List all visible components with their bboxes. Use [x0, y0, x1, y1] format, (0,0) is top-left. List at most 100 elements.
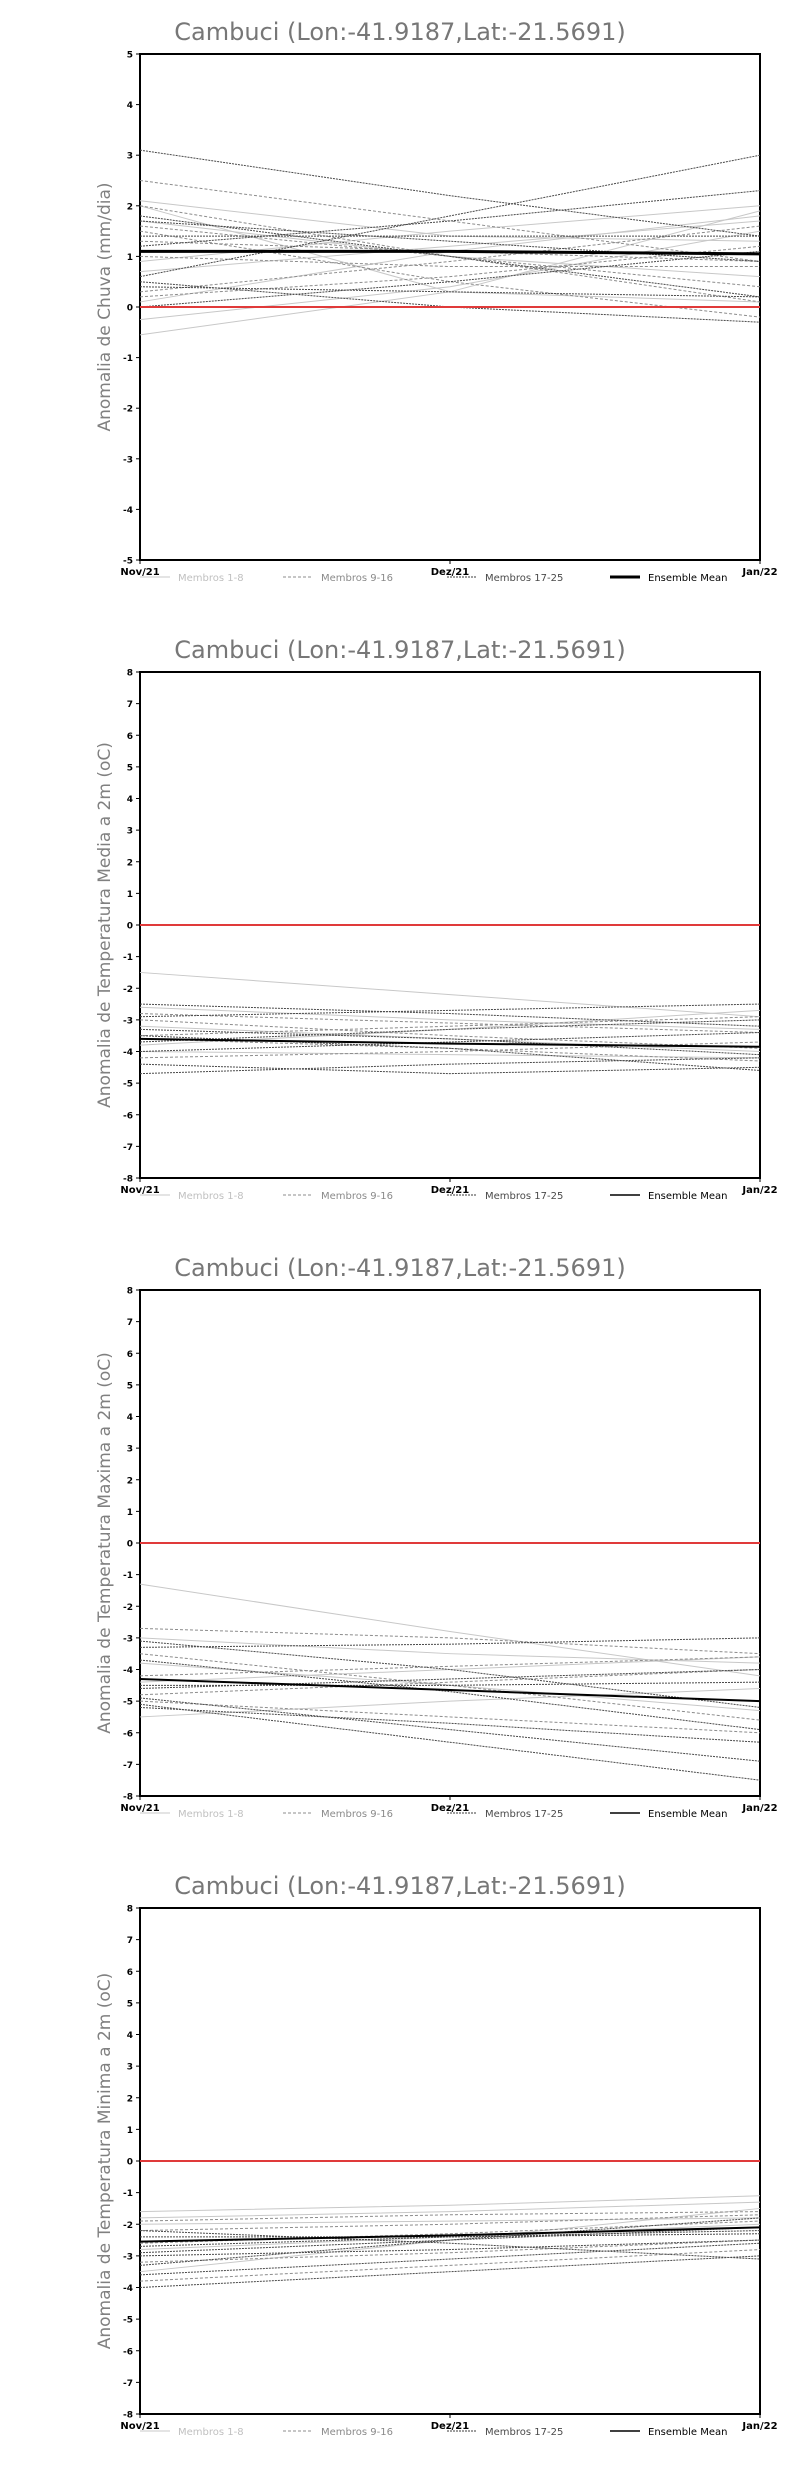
y-tick-label: 3 — [127, 152, 133, 162]
legend-label: Membros 9-16 — [321, 573, 393, 584]
y-tick-label: -8 — [123, 1175, 133, 1185]
member-series-line — [139, 1003, 761, 1027]
member-series-line — [139, 220, 761, 273]
x-tick-label: Nov/21 — [120, 2421, 159, 2432]
y-tick-label: -2 — [123, 1603, 133, 1613]
legend-label: Membros 17-25 — [485, 1191, 563, 1202]
member-series-line — [139, 281, 761, 323]
y-tick-label: 0 — [127, 304, 133, 314]
x-tick-label: Nov/21 — [120, 1185, 159, 1196]
x-tick-label: Jan/22 — [741, 2421, 777, 2432]
member-series-line — [139, 1637, 761, 1648]
y-tick-label: -1 — [123, 354, 133, 364]
member-series-line — [139, 1703, 761, 1781]
ensemble-mean-line — [139, 1677, 761, 1703]
legend-label: Ensemble Mean — [648, 1191, 727, 1202]
member-series-line — [139, 2239, 761, 2263]
member-series-line — [139, 210, 761, 336]
legend-label: Membros 1-8 — [178, 573, 244, 584]
y-axis-label: Anomalia de Chuva (mm/dia) — [95, 182, 115, 431]
member-series-line — [139, 230, 761, 318]
legend-label: Membros 9-16 — [321, 1809, 393, 1820]
legend-label: Membros 17-25 — [485, 2427, 563, 2438]
x-tick-label: Nov/21 — [120, 1803, 159, 1814]
member-series-line — [139, 286, 761, 298]
y-tick-label: 4 — [127, 795, 133, 805]
member-series-line — [139, 1627, 761, 1655]
member-series-line — [139, 1063, 761, 1075]
ensemble-mean-line — [139, 2226, 761, 2243]
legend-label: Membros 9-16 — [321, 2427, 393, 2438]
y-tick-label: 7 — [127, 700, 133, 710]
y-tick-label: 0 — [127, 1540, 133, 1550]
y-tick-label: 5 — [127, 763, 133, 773]
member-series-line — [139, 1019, 761, 1049]
member-series-line — [139, 2217, 761, 2266]
member-series-line — [139, 2195, 761, 2213]
member-series-line — [139, 255, 760, 268]
member-series-line — [139, 220, 761, 278]
member-series-line — [139, 1013, 761, 1034]
y-tick-label: 1 — [127, 2126, 133, 2136]
member-series-line — [139, 1057, 761, 1075]
y-tick-label: -5 — [123, 557, 133, 567]
y-tick-label: 4 — [127, 1413, 133, 1423]
member-series-line — [139, 2249, 761, 2282]
member-series-line — [139, 180, 761, 262]
y-tick-label: 3 — [127, 827, 133, 837]
y-tick-label: -4 — [123, 1048, 133, 1058]
y-tick-label: -7 — [123, 2379, 133, 2389]
x-tick-label: Dez/21 — [431, 1185, 470, 1196]
legend-label: Membros 17-25 — [485, 573, 563, 584]
y-tick-label: 3 — [127, 1445, 133, 1455]
x-tick-label: Dez/21 — [431, 567, 470, 578]
x-tick-label: Jan/22 — [741, 1803, 777, 1814]
y-tick-label: 3 — [127, 2063, 133, 2073]
member-series-line — [139, 250, 761, 308]
y-tick-label: 8 — [127, 1287, 133, 1297]
y-tick-label: 0 — [127, 922, 133, 932]
y-tick-label: 6 — [127, 1968, 133, 1978]
member-series-line — [139, 1032, 761, 1052]
member-series-line — [139, 205, 761, 303]
x-tick-label: Jan/22 — [741, 567, 777, 578]
member-series-line — [139, 1687, 761, 1718]
y-tick-label: -8 — [123, 1793, 133, 1803]
member-series-line — [139, 2226, 761, 2254]
y-axis-label: Anomalia de Temperatura Maxima a 2m (oC) — [95, 1352, 115, 1734]
y-tick-label: -3 — [123, 2252, 133, 2262]
y-tick-label: -2 — [123, 2221, 133, 2231]
x-tick-label: Dez/21 — [431, 1803, 470, 1814]
y-tick-label: 2 — [127, 858, 133, 868]
legend-label: Membros 9-16 — [321, 1191, 393, 1202]
chart-title: Cambuci (Lon:-41.9187,Lat:-21.5691) — [174, 1872, 625, 1900]
y-tick-label: 6 — [127, 732, 133, 742]
y-tick-label: -2 — [123, 405, 133, 415]
member-series-line — [139, 215, 761, 298]
panel-temp-max: Cambuci (Lon:-41.9187,Lat:-21.5691) Anoma… — [0, 1236, 800, 1854]
ensemble-mean-line — [140, 249, 761, 256]
y-tick-label: -3 — [123, 1634, 133, 1644]
legend-label: Ensemble Mean — [648, 2427, 727, 2438]
y-tick-label: -4 — [123, 2284, 133, 2294]
y-tick-label: -2 — [123, 985, 133, 995]
member-series-line — [139, 230, 761, 321]
y-tick-label: 2 — [127, 2094, 133, 2104]
panel-temp-min: Cambuci (Lon:-41.9187,Lat:-21.5691) Anoma… — [0, 1854, 800, 2472]
y-tick-label: 8 — [127, 1905, 133, 1915]
chart-title: Cambuci (Lon:-41.9187,Lat:-21.5691) — [174, 18, 625, 46]
member-series-line — [139, 149, 761, 237]
member-series-line — [139, 1700, 761, 1734]
y-tick-label: -1 — [123, 1571, 133, 1581]
legend-label: Membros 1-8 — [178, 1809, 244, 1820]
member-series-line — [139, 1006, 761, 1030]
member-series-line — [139, 1669, 761, 1696]
y-tick-label: -6 — [123, 2347, 133, 2357]
member-series-line — [139, 2214, 761, 2232]
member-series-line — [139, 2239, 761, 2257]
y-tick-label: -5 — [123, 2316, 133, 2326]
y-tick-label: 6 — [127, 1350, 133, 1360]
member-series-line — [139, 1016, 761, 1037]
y-tick-label: -7 — [123, 1143, 133, 1153]
member-series-line — [139, 1706, 761, 1743]
